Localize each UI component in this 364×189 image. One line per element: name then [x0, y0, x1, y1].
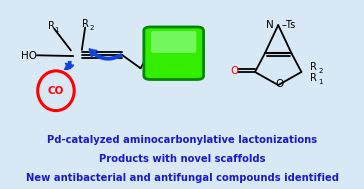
Text: 1: 1: [55, 27, 59, 33]
Text: Pd cat.: Pd cat.: [149, 39, 198, 52]
Text: NHTs: NHTs: [152, 43, 178, 53]
Text: O: O: [276, 79, 284, 89]
Text: N: N: [266, 20, 274, 30]
Text: 1: 1: [318, 79, 323, 85]
FancyBboxPatch shape: [151, 31, 196, 53]
Text: R: R: [82, 19, 89, 29]
FancyArrowPatch shape: [89, 49, 122, 60]
Text: HO: HO: [21, 51, 37, 61]
Text: Products with novel scaffolds: Products with novel scaffolds: [99, 154, 265, 164]
Text: 2: 2: [318, 68, 323, 74]
Text: Pd-catalyzed aminocarbonylative lactonizations: Pd-catalyzed aminocarbonylative lactoniz…: [47, 136, 317, 146]
Text: R: R: [310, 73, 317, 83]
FancyArrowPatch shape: [65, 61, 74, 69]
Text: O: O: [230, 66, 238, 76]
FancyBboxPatch shape: [144, 27, 203, 80]
Text: New antibacterial and antifungal compounds identified: New antibacterial and antifungal compoun…: [25, 173, 339, 183]
Text: –Ts: –Ts: [281, 20, 296, 30]
Text: R: R: [310, 62, 317, 72]
Text: CO: CO: [164, 55, 183, 68]
Text: CO: CO: [48, 86, 64, 96]
Text: R: R: [48, 21, 54, 31]
Text: 2: 2: [90, 25, 94, 31]
